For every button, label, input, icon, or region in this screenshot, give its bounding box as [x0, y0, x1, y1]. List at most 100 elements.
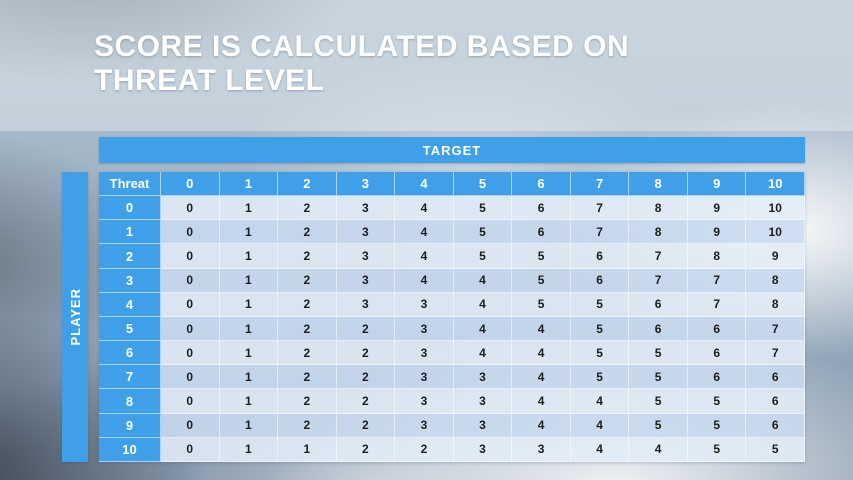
slide-title-line-1: SCORE IS CALCULATED BASED ON: [94, 30, 630, 63]
score-cell: 6: [687, 365, 747, 390]
column-header-cell: 1: [219, 172, 279, 197]
score-cell: 6: [746, 413, 805, 438]
player-axis-label: PLAYER: [67, 288, 83, 346]
score-cell: 6: [746, 365, 805, 390]
score-cell: 3: [336, 196, 396, 221]
score-cell: 4: [395, 244, 454, 269]
column-header-cell: 5: [453, 172, 513, 197]
row-header-cell: 10: [99, 437, 161, 462]
score-cell: 6: [687, 341, 747, 366]
score-cell: 2: [336, 413, 396, 438]
score-cell: 4: [453, 292, 513, 317]
score-cell: 2: [336, 341, 396, 366]
score-cell: 5: [746, 437, 805, 462]
score-cell: 0: [161, 365, 220, 390]
score-cell: 4: [570, 413, 630, 438]
score-cell: 5: [512, 244, 571, 269]
score-cell: 4: [512, 316, 571, 342]
score-cell: 4: [395, 220, 454, 245]
score-cell: 1: [219, 268, 279, 293]
score-cell: 4: [512, 389, 571, 414]
score-cell: 3: [453, 365, 513, 390]
player-axis-bar: PLAYER: [62, 172, 88, 462]
score-cell: 4: [395, 196, 454, 221]
score-cell: 5: [453, 220, 513, 245]
column-header-cell: 2: [278, 172, 337, 197]
column-header-cell: 10: [746, 172, 805, 197]
score-cell: 3: [336, 268, 396, 293]
score-cell: 5: [629, 413, 688, 438]
score-cell: 9: [687, 220, 747, 245]
score-cell: 8: [746, 268, 805, 293]
target-axis-bar: TARGET: [99, 137, 805, 163]
score-cell: 1: [219, 244, 279, 269]
score-cell: 8: [687, 244, 747, 269]
score-cell: 1: [219, 316, 279, 342]
score-cell: 2: [278, 196, 337, 221]
column-header-cell: 0: [161, 172, 220, 197]
score-cell: 5: [453, 244, 513, 269]
score-cell: 8: [629, 220, 688, 245]
score-cell: 1: [219, 389, 279, 414]
score-cell: 5: [629, 389, 688, 414]
score-cell: 2: [395, 437, 454, 462]
score-cell: 2: [336, 365, 396, 390]
score-cell: 5: [570, 292, 630, 317]
score-cell: 0: [161, 244, 220, 269]
score-cell: 1: [219, 292, 279, 317]
score-cell: 3: [512, 437, 571, 462]
score-cell: 7: [570, 196, 630, 221]
score-cell: 0: [161, 316, 220, 342]
score-cell: 4: [453, 316, 513, 342]
score-cell: 4: [629, 437, 688, 462]
row-header-cell: 2: [99, 244, 161, 269]
score-cell: 5: [629, 341, 688, 366]
score-cell: 0: [161, 220, 220, 245]
column-header-cell: 7: [570, 172, 630, 197]
score-cell: 7: [570, 220, 630, 245]
score-cell: 6: [512, 196, 571, 221]
score-cell: 3: [336, 244, 396, 269]
column-header-cell: 8: [629, 172, 688, 197]
score-cell: 4: [570, 437, 630, 462]
score-cell: 5: [570, 341, 630, 366]
score-cell: 5: [687, 389, 747, 414]
score-cell: 1: [278, 437, 337, 462]
row-header-cell: 3: [99, 268, 161, 293]
score-cell: 7: [687, 268, 747, 293]
column-header-cell: 6: [512, 172, 571, 197]
score-cell: 1: [219, 196, 279, 221]
score-cell: 0: [161, 268, 220, 293]
column-header-cell: 3: [336, 172, 396, 197]
score-cell: 4: [512, 365, 571, 390]
row-header-cell: 8: [99, 389, 161, 414]
corner-header-cell: Threat: [99, 172, 161, 197]
score-cell: 9: [746, 244, 805, 269]
score-cell: 7: [746, 316, 805, 342]
score-cell: 10: [746, 196, 805, 221]
score-cell: 5: [570, 365, 630, 390]
score-cell: 0: [161, 341, 220, 366]
score-cell: 8: [746, 292, 805, 317]
score-cell: 4: [570, 389, 630, 414]
score-cell: 6: [512, 220, 571, 245]
score-cell: 7: [629, 244, 688, 269]
score-cell: 6: [746, 389, 805, 414]
column-header-cell: 4: [395, 172, 454, 197]
score-cell: 5: [687, 413, 747, 438]
score-cell: 7: [746, 341, 805, 366]
score-cell: 2: [336, 316, 396, 342]
row-header-cell: 0: [99, 196, 161, 221]
score-cell: 10: [746, 220, 805, 245]
score-cell: 2: [336, 437, 396, 462]
title-band: [0, 0, 853, 131]
score-cell: 5: [453, 196, 513, 221]
row-header-cell: 4: [99, 292, 161, 317]
score-cell: 2: [278, 365, 337, 390]
score-cell: 1: [219, 220, 279, 245]
score-cell: 7: [687, 292, 747, 317]
score-cell: 3: [395, 389, 454, 414]
score-cell: 4: [512, 341, 571, 366]
score-cell: 5: [687, 437, 747, 462]
score-cell: 2: [278, 341, 337, 366]
